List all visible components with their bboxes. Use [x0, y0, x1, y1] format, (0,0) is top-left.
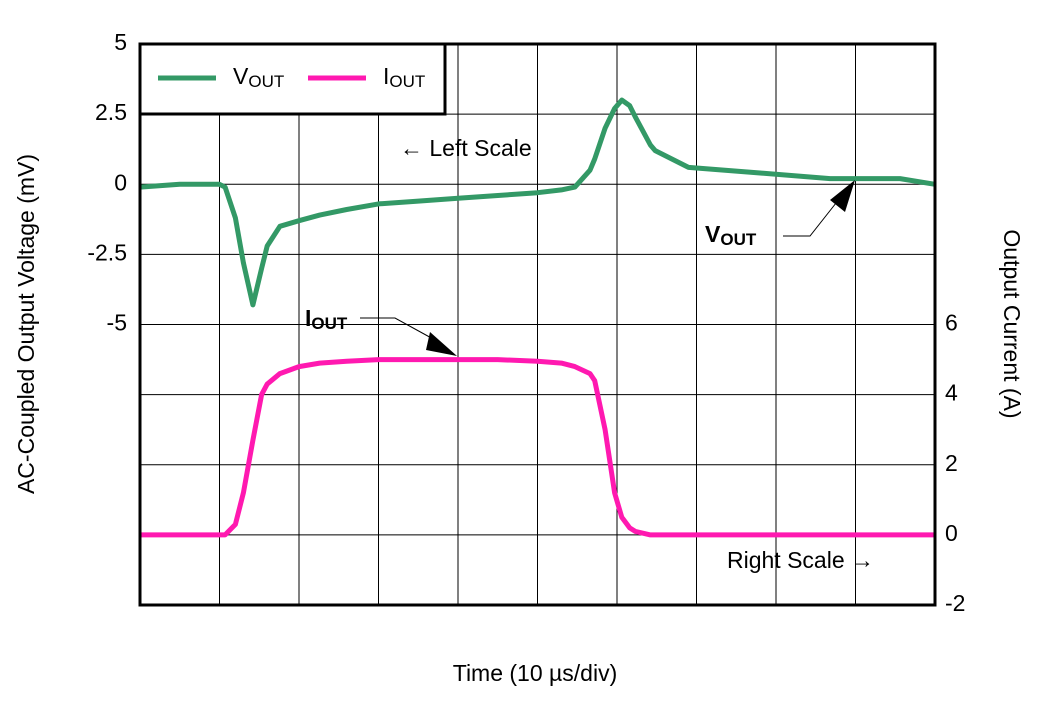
- y-tick-label: 5: [114, 29, 127, 55]
- y-tick-label: 0: [114, 169, 127, 195]
- y-tick-label: -5: [107, 310, 127, 336]
- annotation-arrow: [783, 197, 841, 237]
- y-tick-label: 2.5: [95, 99, 127, 125]
- annotation: Right Scale →: [727, 547, 874, 573]
- annotation: VOUT: [705, 221, 757, 249]
- plot-frame: [138, 42, 937, 607]
- annotation: ← Left Scale: [400, 135, 532, 161]
- series-line: [139, 97, 936, 308]
- y2-tick-label: 4: [945, 380, 958, 406]
- series-line: [140, 357, 935, 538]
- grid: [140, 43, 935, 606]
- annotation: IOUT: [305, 305, 348, 333]
- annotation-arrowhead: [426, 332, 457, 356]
- annotation-arrowhead: [830, 180, 855, 212]
- y2-tick-label: -2: [945, 590, 965, 616]
- legend-label: VOUT: [233, 63, 284, 91]
- plot-lines: [139, 97, 936, 538]
- y2-axis-label: Output Current (A): [999, 229, 1025, 418]
- y-tick-label: -2.5: [87, 239, 127, 265]
- y2-tick-label: 2: [945, 450, 958, 476]
- y2-tick-label: 6: [945, 310, 958, 336]
- annotation-arrow: [360, 317, 436, 341]
- y-axis-label: AC-Coupled Output Voltage (mV): [13, 154, 39, 494]
- legend-label: IOUT: [383, 63, 425, 91]
- x-axis-label: Time (10 µs/div): [453, 660, 617, 686]
- y2-tick-label: 0: [945, 520, 958, 546]
- legend: VOUT IOUT: [158, 63, 425, 91]
